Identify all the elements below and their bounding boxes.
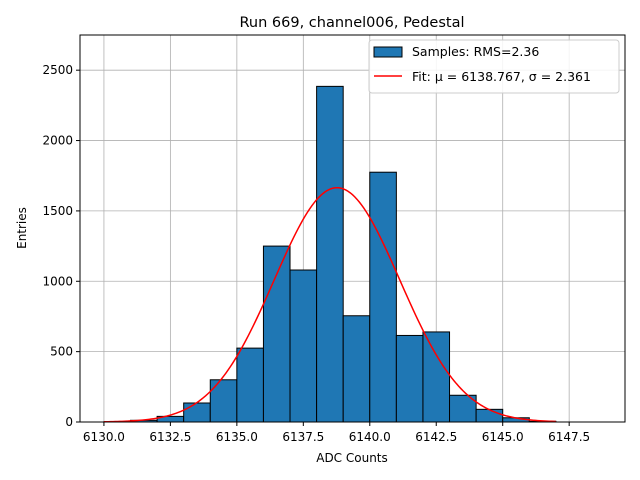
- y-tick-label-1: 500: [50, 345, 73, 359]
- y-axis-label: Entries: [15, 207, 29, 249]
- y-tick-label-0: 0: [65, 415, 73, 429]
- x-axis-ticks: 6130.0 6132.5 6135.0 6137.5 6140.0 6142.5 6145…: [83, 422, 590, 444]
- x-tick-label-2: 6135.0: [216, 430, 258, 444]
- legend-swatch-samples: [373, 46, 403, 58]
- histogram-bar-3: [183, 402, 211, 423]
- x-tick-label-4: 6140.0: [349, 430, 391, 444]
- x-tick-label-3: 6137.5: [282, 430, 324, 444]
- x-axis-label: ADC Counts: [316, 451, 388, 465]
- histogram-bar-14: [475, 408, 504, 423]
- y-tick-label-2: 1000: [42, 274, 73, 288]
- histogram-bar-8: [316, 85, 344, 423]
- y-tick-label-5: 2500: [42, 63, 73, 77]
- histogram-bar-11: [395, 334, 424, 423]
- histogram-bar-7: [289, 269, 318, 423]
- histogram-bar-9: [342, 315, 371, 423]
- chart-title: Run 669, channel006, Pedestal: [239, 15, 464, 31]
- legend-box: [368, 39, 620, 94]
- x-tick-label-0: 6130.0: [83, 430, 125, 444]
- x-tick-label-5: 6142.5: [415, 430, 457, 444]
- histogram-bar-12: [422, 331, 451, 423]
- x-tick-label-6: 6145.0: [482, 430, 524, 444]
- legend-entry-fit: Fit: μ = 6138.767, σ = 2.361: [412, 69, 591, 84]
- y-axis-ticks: 0 500 1000 1500 2000 2500: [42, 63, 80, 429]
- histogram-bar-5: [236, 347, 264, 423]
- y-tick-label-4: 2000: [42, 134, 73, 148]
- y-tick-label-3: 1500: [42, 204, 73, 218]
- histogram-bar-4: [209, 379, 238, 423]
- histogram-bar-10: [369, 171, 397, 423]
- plot-frame: [79, 34, 626, 423]
- fit-curve: [103, 186, 556, 423]
- x-tick-label-1: 6132.5: [149, 430, 191, 444]
- legend-entry-samples: Samples: RMS=2.36: [412, 44, 539, 59]
- x-tick-label-7: 6147.5: [548, 430, 590, 444]
- legend: Samples: RMS=2.36 Fit: μ = 6138.767, σ =…: [368, 39, 620, 94]
